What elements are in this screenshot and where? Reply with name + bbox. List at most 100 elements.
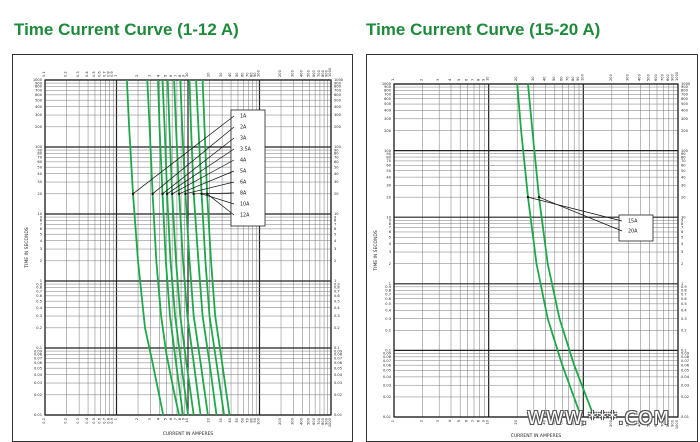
x-tick-label: 2 xyxy=(135,75,139,77)
y-tick-label: 20 xyxy=(386,195,391,199)
x-tick-label: 0.5 xyxy=(92,71,96,77)
y-tick-label: 4 xyxy=(681,242,684,246)
leader-line xyxy=(538,196,623,232)
y-tick-label: 100 xyxy=(334,145,342,149)
y-tick-label: 6 xyxy=(681,230,684,234)
y-tick-label: 800 xyxy=(35,85,43,89)
y-tick-label: 0.06 xyxy=(34,361,43,365)
x-tick-label: 400 xyxy=(637,419,641,427)
x-tick-label: 4 xyxy=(157,74,161,77)
y-tick-label: 0.04 xyxy=(681,375,690,379)
x-tick-label: 2 xyxy=(419,420,423,422)
y-tick-label: 0.5 xyxy=(681,302,687,306)
y-tick-label: 0.01 xyxy=(681,415,689,419)
y-tick-label: 400 xyxy=(384,109,392,113)
y-tick-label: 0.2 xyxy=(385,329,391,333)
x-axis-label: CURRENT IN AMPERES xyxy=(163,431,214,437)
y-tick-label: 90 xyxy=(37,148,42,152)
y-tick-label: 400 xyxy=(334,105,342,109)
y-tick-label: 4 xyxy=(334,239,337,243)
leader-line xyxy=(527,196,623,222)
y-tick-label: 0.1 xyxy=(385,349,391,353)
y-tick-label: 30 xyxy=(386,184,391,188)
y-tick-label: 70 xyxy=(37,156,42,160)
x-tick-label: 1000 xyxy=(328,417,332,427)
x-tick-label: 0.6 xyxy=(98,417,102,423)
y-tick-label: 0.06 xyxy=(681,363,690,367)
legend-entry: 8A xyxy=(240,191,247,197)
x-tick-label: 3 xyxy=(148,75,152,77)
y-tick-label: 70 xyxy=(386,159,391,163)
x-tick-label: 0.4 xyxy=(85,71,89,77)
y-tick-label: 0.07 xyxy=(334,357,342,361)
y-tick-label: 0.05 xyxy=(681,369,689,373)
y-tick-label: 0.08 xyxy=(383,355,392,359)
y-tick-label: 0.2 xyxy=(681,329,687,333)
y-tick-label: 50 xyxy=(386,169,391,173)
x-tick-label: 100 xyxy=(580,73,584,81)
x-tick-label: 100 xyxy=(257,417,261,425)
y-tick-label: 0.04 xyxy=(383,375,392,379)
curves xyxy=(126,79,231,416)
x-tick-label: 800 xyxy=(321,417,325,425)
y-tick-label: 0.5 xyxy=(385,302,391,306)
leader-line xyxy=(166,148,235,195)
y-tick-label: 700 xyxy=(681,93,689,97)
y-tick-label: 8 xyxy=(40,219,43,223)
chart-panel-1-12a: 0.1 0.1 0.2 0.2 0.3 0.3 0.4 0.4 0.5 0.5 0.6 0.6 0.7 0… xyxy=(12,54,353,442)
x-tick-label: 700 xyxy=(660,419,664,427)
y-tick-label: 7 xyxy=(40,223,42,227)
y-tick-label: 10 xyxy=(37,212,42,216)
x-tick-label: 80 xyxy=(250,72,254,77)
x-tick-label: 900 xyxy=(325,417,329,425)
y-tick-label: 0.4 xyxy=(36,306,42,310)
x-tick-label: 10 xyxy=(185,72,189,77)
y-tick-label: 0.07 xyxy=(681,359,689,363)
x-tick-label: 500 xyxy=(306,69,310,77)
y-tick-label: 700 xyxy=(334,89,342,93)
x-tick-label: 20 xyxy=(207,72,211,77)
x-tick-label: 800 xyxy=(666,419,670,427)
y-tick-label: 90 xyxy=(386,152,391,156)
x-tick-label: 0.1 xyxy=(42,418,46,424)
y-tick-label: 1000 xyxy=(334,78,344,82)
y-axis-label: TIME IN SECONDS xyxy=(373,230,379,272)
y-tick-label: 0.02 xyxy=(34,393,42,397)
y-tick-label: 1 xyxy=(334,279,336,283)
x-tick-label: 20 xyxy=(207,417,211,422)
y-axis-label: TIME IN SECONDS xyxy=(24,227,30,269)
y-tick-label: 1 xyxy=(40,279,42,283)
y-tick-label: 40 xyxy=(386,175,391,179)
legend-entry: 4A xyxy=(240,158,247,164)
series-line-3A xyxy=(157,79,184,416)
x-tick-label: 600 xyxy=(312,69,316,77)
series-line-20A xyxy=(527,83,595,418)
y-tick-label: 0.08 xyxy=(34,353,43,357)
x-tick-label: 9 xyxy=(182,74,186,77)
leader-dot xyxy=(192,192,195,196)
y-tick-label: 8 xyxy=(334,219,337,223)
x-tick-label: 900 xyxy=(671,419,675,427)
y-tick-label: 700 xyxy=(384,93,392,97)
x-tick-label: 0.1 xyxy=(42,71,46,77)
x-tick-label: 50 xyxy=(552,419,556,424)
y-tick-label: 40 xyxy=(681,175,686,179)
y-tick-label: 0.05 xyxy=(34,366,42,370)
x-tick-label: 800 xyxy=(666,73,670,81)
x-tick-label: 40 xyxy=(228,72,232,77)
y-tick-label: 3 xyxy=(40,247,42,251)
y-tick-label: 2 xyxy=(389,262,391,266)
plot-border xyxy=(393,83,679,418)
time-current-chart-1-12a: 0.10.10.20.20.30.30.40.40.50.50.60.60.70… xyxy=(24,67,344,437)
y-tick-label: 6 xyxy=(40,227,43,231)
y-tick-label: 2 xyxy=(40,259,42,263)
leader-dot xyxy=(184,192,187,196)
legend-entry: 5A xyxy=(240,169,247,175)
x-tick-label: 40 xyxy=(543,419,547,424)
legend-entry: 12A xyxy=(240,213,250,219)
x-tick-label: 800 xyxy=(321,69,325,77)
x-tick-label: 100 xyxy=(257,69,261,77)
x-tick-label: 60 xyxy=(559,76,563,81)
x-tick-label: 6 xyxy=(465,419,469,422)
x-tick-label: 600 xyxy=(654,73,658,81)
